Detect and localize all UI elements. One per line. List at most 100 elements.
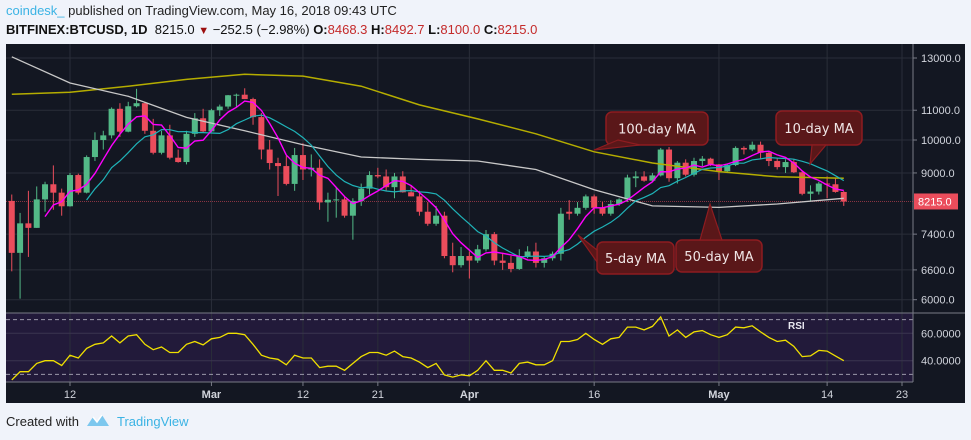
time-axis-label: 14 bbox=[821, 389, 833, 401]
candle-body bbox=[399, 176, 406, 193]
price-axis-label: 6000.0 bbox=[921, 295, 955, 307]
candle bbox=[491, 232, 498, 266]
candle-body bbox=[466, 256, 473, 261]
candle-body bbox=[225, 95, 232, 107]
candle bbox=[383, 169, 390, 191]
ma10-line bbox=[86, 114, 845, 258]
candle-body bbox=[166, 135, 173, 158]
candle-body bbox=[757, 144, 764, 153]
callout-label: 5-day MA bbox=[605, 252, 666, 267]
candle-body bbox=[474, 249, 481, 261]
candle-body bbox=[33, 199, 40, 228]
open-label: O: bbox=[313, 22, 328, 37]
time-axis-label: 21 bbox=[372, 389, 384, 401]
tradingview-link[interactable]: TradingView bbox=[116, 413, 189, 429]
author-link[interactable]: coindesk_ bbox=[6, 3, 65, 18]
candle-body bbox=[341, 199, 348, 216]
candle bbox=[283, 156, 290, 186]
candle bbox=[67, 172, 73, 207]
candle bbox=[666, 146, 673, 182]
candle-body bbox=[275, 163, 281, 167]
candle bbox=[807, 185, 814, 202]
candle bbox=[532, 242, 539, 268]
candle-body bbox=[632, 176, 639, 179]
candle bbox=[42, 181, 49, 212]
candle-body bbox=[133, 103, 140, 107]
last-price: 8215.0 bbox=[154, 22, 195, 37]
candle-body bbox=[840, 191, 847, 202]
candle-body bbox=[250, 99, 257, 118]
candle bbox=[774, 157, 781, 170]
candle bbox=[541, 256, 548, 268]
candle-body bbox=[233, 94, 240, 96]
low-label: L: bbox=[428, 22, 441, 37]
candle-body bbox=[75, 175, 82, 193]
callout-pointer bbox=[593, 139, 641, 151]
callout-label: 50-day MA bbox=[684, 250, 753, 265]
candle-body bbox=[599, 207, 606, 214]
candle bbox=[474, 244, 481, 263]
candle-body bbox=[125, 106, 132, 132]
candle-body bbox=[17, 223, 24, 253]
candle bbox=[458, 247, 465, 268]
last-price-badge bbox=[914, 193, 958, 210]
rsi-axis-label: 60.0000 bbox=[921, 328, 961, 340]
candle bbox=[649, 172, 656, 182]
candle-body bbox=[374, 175, 381, 177]
price-axis-label: 10000.0 bbox=[921, 135, 961, 147]
down-triangle-icon: ▼ bbox=[198, 25, 210, 37]
candle-body bbox=[566, 211, 573, 214]
close-value: 8215.0 bbox=[497, 22, 538, 37]
candle bbox=[624, 174, 631, 203]
candle-body bbox=[349, 200, 356, 216]
candle bbox=[108, 107, 115, 139]
candle bbox=[349, 198, 356, 240]
candle-body bbox=[740, 147, 747, 150]
candle bbox=[200, 108, 207, 133]
candle-body bbox=[175, 157, 182, 163]
candle bbox=[258, 113, 265, 160]
candle bbox=[782, 159, 789, 173]
candle bbox=[424, 202, 431, 226]
time-axis-label: 23 bbox=[896, 389, 908, 401]
candle-body bbox=[607, 203, 614, 214]
candle bbox=[416, 190, 423, 216]
time-axis-label: May bbox=[708, 389, 730, 401]
candle bbox=[125, 101, 132, 133]
time-axis-label: Mar bbox=[202, 389, 222, 401]
candle-body bbox=[366, 175, 373, 189]
price-axis-label: 7400.0 bbox=[921, 229, 955, 241]
candle-body bbox=[499, 260, 506, 263]
candle-body bbox=[58, 192, 65, 207]
symbol-name: BITFINEX:BTCUSD, 1D bbox=[6, 22, 148, 37]
candle-body bbox=[216, 106, 223, 111]
candle bbox=[832, 178, 839, 193]
candle bbox=[299, 143, 306, 180]
time-axis-label: Apr bbox=[460, 389, 480, 401]
candle-body bbox=[441, 215, 448, 257]
candle bbox=[266, 140, 273, 170]
candle bbox=[799, 171, 806, 196]
symbol-legend: BITFINEX:BTCUSD, 1D 8215.0 ▼ −252.5 (−2.… bbox=[6, 22, 537, 37]
candle-body bbox=[774, 161, 781, 168]
candle bbox=[91, 132, 98, 162]
ma50-line bbox=[11, 56, 844, 209]
candle bbox=[316, 159, 323, 210]
candle-body bbox=[507, 262, 514, 269]
candle bbox=[208, 108, 215, 133]
candle-body bbox=[191, 118, 198, 134]
rsi-title: RSI bbox=[788, 321, 805, 332]
rsi-band bbox=[6, 313, 913, 382]
candle bbox=[757, 141, 764, 160]
candle bbox=[100, 130, 107, 150]
candle-body bbox=[208, 110, 215, 132]
candle bbox=[516, 249, 523, 270]
candle-body bbox=[150, 130, 157, 153]
candle bbox=[33, 186, 40, 228]
high-value: 8492.7 bbox=[384, 22, 425, 37]
candle-body bbox=[557, 213, 564, 254]
callout-ma50: 50-day MA bbox=[675, 201, 763, 273]
candle bbox=[566, 200, 573, 220]
candle-body bbox=[141, 103, 148, 131]
